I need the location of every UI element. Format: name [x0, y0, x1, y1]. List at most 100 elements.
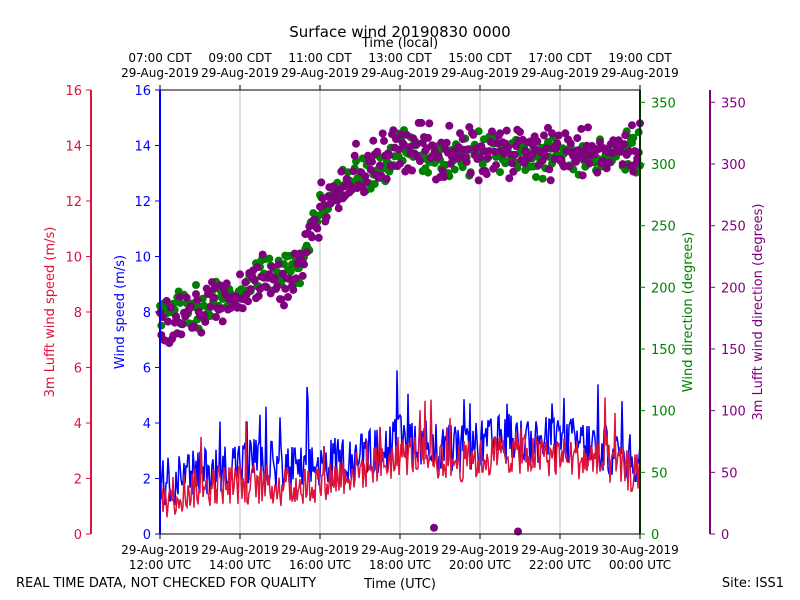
3m-lufft-wind-direction-point [565, 162, 574, 171]
3m-lufft-wind-direction-point [417, 118, 426, 127]
direction-lufft-tick-label: 150 [721, 343, 746, 358]
3m-lufft-wind-direction-point [253, 263, 262, 272]
speed-tick-label: 10 [134, 251, 151, 266]
3m-lufft-wind-direction-point [620, 140, 628, 149]
x-tick-label-utc: 29-Aug-2019 20:00 UTC [441, 543, 519, 572]
x-tick-label-local: 07:00 CDT 29-Aug-2019 [121, 51, 199, 80]
3m-lufft-wind-direction-point [236, 270, 244, 279]
wind-direction-point [424, 168, 432, 177]
direction-lufft-tick-label: 350 [721, 96, 746, 111]
x-tick-label-utc: 29-Aug-2019 22:00 UTC [521, 543, 599, 572]
3m-lufft-wind-direction-point [376, 161, 384, 170]
3m-lufft-wind-direction-point [258, 250, 267, 259]
3m-lufft-wind-direction-point [302, 248, 311, 257]
wind-direction-point [265, 254, 274, 263]
3m-lufft-wind-direction-point [280, 301, 288, 310]
3m-lufft-wind-direction-point [362, 178, 371, 187]
top-axis-label: Time (local) [361, 36, 438, 51]
3m-lufft-wind-direction-point [425, 119, 434, 128]
direction-lufft-tick-label: 50 [721, 466, 738, 481]
3m-lufft-wind-direction-point [162, 296, 171, 305]
3m-lufft-wind-direction-point [305, 222, 314, 231]
3m-lufft-wind-direction-point [368, 157, 376, 166]
3m-lufft-wind-direction-point [621, 131, 630, 140]
x-tick-label-local-line1: 17:00 CDT [528, 51, 592, 65]
3m-lufft-wind-direction-point [369, 136, 378, 145]
x-tick-label-local-line2: 29-Aug-2019 [281, 66, 359, 80]
3m-lufft-wind-direction-point [292, 274, 300, 283]
3m-lufft-wind-direction-point [408, 166, 416, 175]
3m-lufft-wind-direction-point [182, 293, 191, 302]
3m-lufft-wind-direction-point [197, 328, 206, 337]
3m-lufft-wind-direction-point [241, 278, 250, 287]
3m-lufft-wind-direction-point [329, 182, 338, 191]
3m-lufft-wind-direction-point [466, 169, 475, 178]
speed-tick-label: 8 [143, 306, 151, 321]
speed-tick-label: 12 [134, 195, 151, 210]
direction-axis-label: Wind direction (degrees) [681, 232, 696, 392]
3m-lufft-wind-direction-point [492, 161, 500, 170]
3m-lufft-wind-direction-point [598, 156, 607, 165]
3m-lufft-wind-direction-point [298, 271, 307, 280]
3m-lufft-wind-direction-point [596, 138, 604, 147]
x-tick-label-utc: 30-Aug-2019 00:00 UTC [601, 543, 679, 572]
speed-tick-label: 2 [143, 473, 151, 488]
direction-tick-label: 50 [651, 466, 668, 481]
direction-lufft-tick-label: 0 [721, 528, 729, 543]
3m-lufft-wind-direction-point [438, 166, 447, 175]
3m-lufft-wind-direction-point [474, 176, 483, 185]
3m-lufft-wind-direction-point [300, 260, 308, 269]
wind-direction-point [544, 138, 552, 146]
3m-lufft-wind-direction-point [434, 152, 443, 161]
3m-lufft-wind-direction-point [380, 136, 388, 145]
3m-lufft-wind-direction-point [605, 158, 614, 167]
3m-lufft-wind-direction-point [386, 161, 395, 170]
direction-lufft-tick-label: 100 [721, 405, 746, 420]
x-tick-label-utc: 29-Aug-2019 12:00 UTC [121, 543, 199, 572]
3m-lufft-wind-direction-point [186, 302, 195, 311]
3m-lufft-wind-direction-point [317, 178, 326, 187]
3m-lufft-wind-direction-point [238, 304, 247, 313]
wind-direction-point [286, 267, 295, 276]
3m-lufft-wind-direction-point [320, 200, 328, 209]
3m-lufft-wind-direction-point [580, 154, 588, 163]
3m-lufft-wind-direction-point [212, 313, 220, 321]
3m-lufft-wind-direction-point [509, 167, 518, 176]
wind-direction-point [629, 133, 638, 142]
3m-lufft-wind-direction-point [394, 145, 403, 154]
3m-lufft-wind-direction-point [322, 213, 331, 222]
3m-lufft-wind-direction-point [217, 304, 226, 313]
3m-lufft-wind-direction-point [392, 135, 400, 143]
x-tick-label-local-line2: 29-Aug-2019 [601, 66, 679, 80]
wind-direction-point [370, 180, 379, 188]
wind-speed-series [159, 370, 641, 506]
3m-lufft-wind-direction-point [577, 124, 586, 133]
x-tick-label-local-line1: 15:00 CDT [448, 51, 512, 65]
3m-lufft-wind-direction-point [502, 126, 511, 135]
x-tick-label-local: 15:00 CDT 29-Aug-2019 [441, 51, 519, 80]
3m-lufft-wind-direction-point [349, 167, 358, 176]
3m-lufft-wind-direction-point [634, 148, 643, 157]
wind-direction-point [634, 128, 643, 137]
speed-tick-label: 4 [143, 417, 151, 432]
direction-lufft-tick-label: 300 [721, 158, 746, 173]
direction-tick-label: 350 [651, 96, 676, 111]
3m-lufft-wind-direction-point [462, 157, 471, 166]
speed-lufft-tick-label: 16 [65, 84, 82, 99]
x-tick-label-local-line2: 29-Aug-2019 [441, 66, 519, 80]
speed-lufft-tick-label: 0 [74, 528, 82, 543]
x-tick-label-utc-line2: 18:00 UTC [369, 558, 431, 572]
3m-lufft-wind-direction-point [516, 128, 524, 136]
3m-lufft-wind-direction-point [178, 320, 187, 329]
wind-direction-point [450, 165, 459, 174]
wind-speed-line [159, 370, 641, 506]
3m-lufft-wind-direction-point [440, 173, 448, 181]
3m-lufft-wind-direction-point [273, 282, 282, 290]
x-tick-label-utc-line1: 29-Aug-2019 [361, 543, 439, 557]
direction-tick-label: 300 [651, 158, 676, 173]
direction-tick-label: 200 [651, 281, 676, 296]
3m-lufft-wind-direction-point [209, 294, 218, 302]
3m-lufft-wind-direction-point [334, 204, 343, 213]
3m-lufft-wind-direction-point [382, 175, 391, 183]
3m-lufft-wind-direction-point [426, 154, 435, 162]
